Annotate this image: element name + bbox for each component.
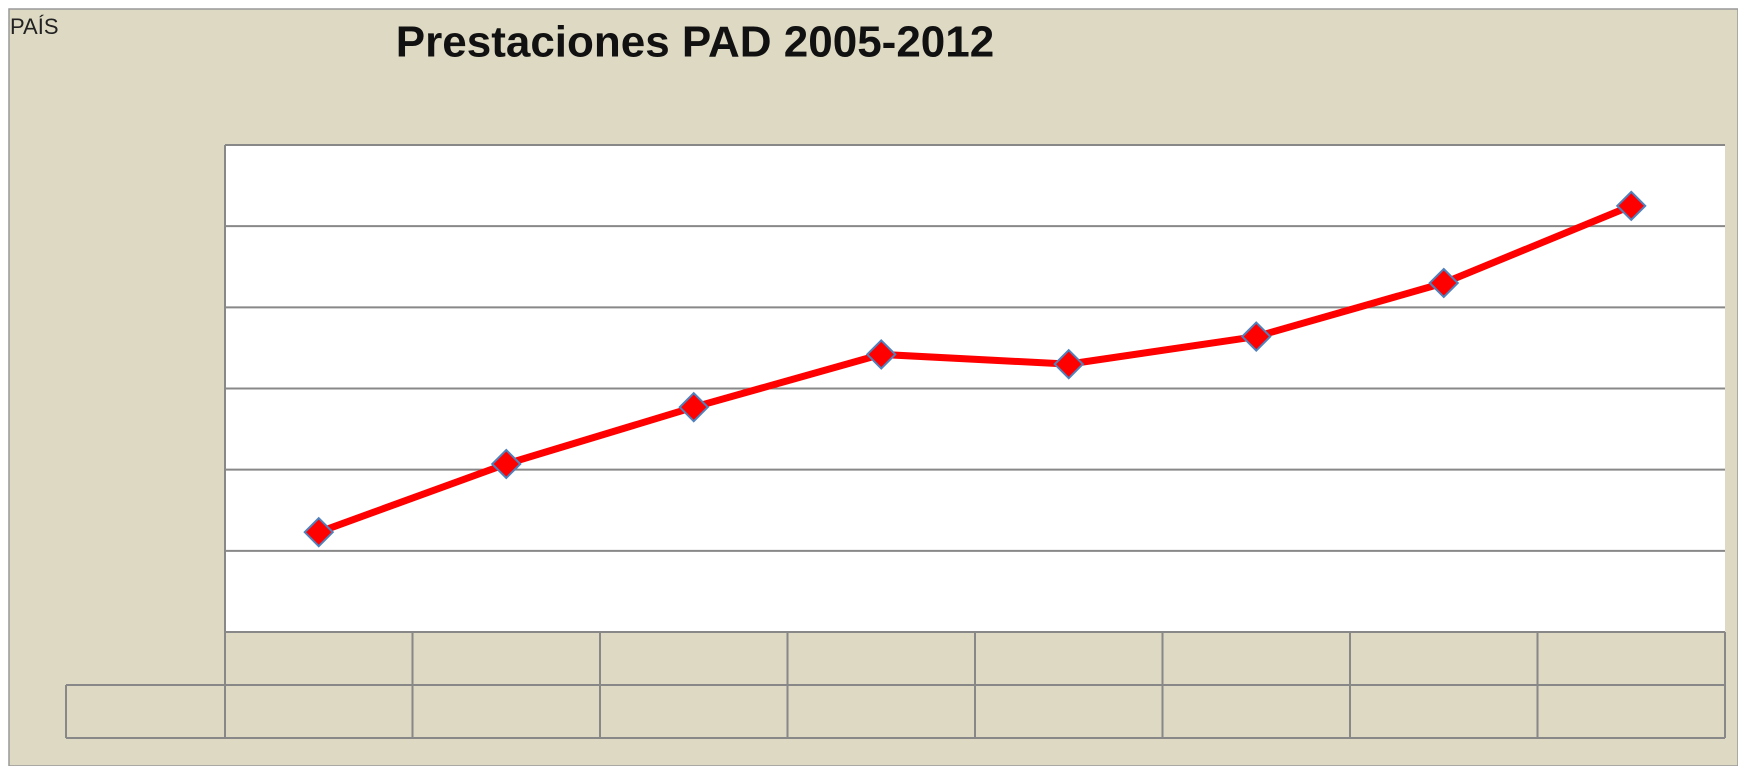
marker — [303, 516, 335, 548]
marker — [678, 391, 710, 423]
marker — [1428, 267, 1460, 299]
chart-title: Prestaciones PAD 2005-2012 — [396, 18, 994, 67]
marker — [1053, 348, 1085, 380]
marker — [490, 448, 522, 480]
series-line — [317, 202, 1633, 536]
corner-label: PAÍS — [10, 14, 59, 39]
marker — [865, 338, 897, 370]
marker — [1240, 321, 1272, 352]
marker — [1615, 190, 1647, 222]
